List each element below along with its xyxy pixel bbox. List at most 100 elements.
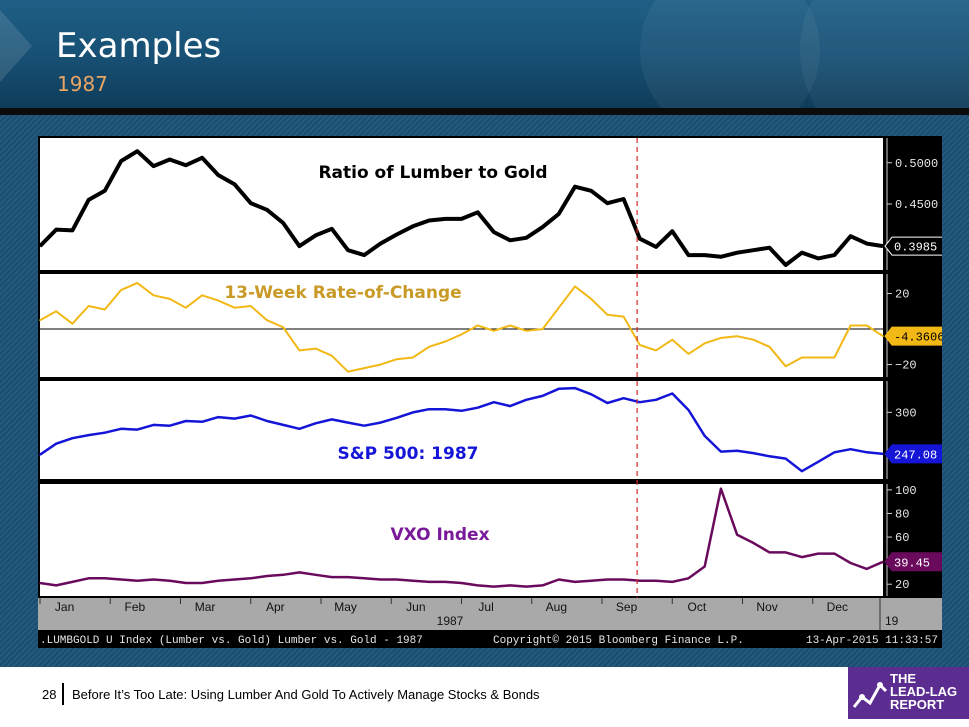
- data-point: [71, 581, 74, 583]
- data-point: [363, 254, 366, 256]
- data-point: [71, 229, 74, 232]
- data-point: [865, 324, 868, 327]
- data-point: [574, 285, 576, 288]
- last-value-label: -4.3606: [894, 331, 942, 345]
- data-point: [104, 190, 106, 192]
- y-tick-label: −20: [895, 359, 917, 373]
- data-point: [298, 428, 301, 430]
- data-point: [476, 324, 479, 327]
- data-point: [185, 420, 187, 422]
- data-point: [817, 356, 819, 359]
- data-point: [282, 573, 284, 576]
- data-point: [736, 449, 738, 452]
- x-month-label: Nov: [756, 600, 777, 614]
- data-point: [801, 470, 803, 472]
- data-point: [282, 222, 284, 224]
- data-point: [136, 428, 139, 431]
- data-point: [882, 245, 884, 247]
- x-next-year-label: 19: [885, 614, 899, 628]
- y-tick-label: 20: [895, 288, 909, 302]
- data-point: [736, 335, 738, 337]
- data-point: [120, 160, 122, 162]
- data-point: [185, 582, 187, 584]
- data-point: [428, 581, 430, 583]
- data-point: [849, 235, 852, 237]
- header-rule: [0, 108, 969, 115]
- data-point: [331, 227, 333, 230]
- data-point: [525, 399, 528, 401]
- data-point: [120, 428, 122, 430]
- data-point: [87, 199, 90, 201]
- last-value-tag: [884, 236, 942, 256]
- data-point: [703, 342, 706, 345]
- data-point: [865, 568, 868, 570]
- data-point: [849, 448, 852, 451]
- data-point: [412, 579, 414, 582]
- data-point: [104, 308, 106, 311]
- data-point: [655, 399, 657, 401]
- data-point: [476, 584, 479, 587]
- data-point: [784, 264, 787, 266]
- data-point: [266, 420, 268, 422]
- data-point: [168, 424, 171, 427]
- data-point: [412, 411, 414, 414]
- data-point: [460, 333, 463, 336]
- data-point: [655, 579, 657, 582]
- data-point: [412, 356, 414, 359]
- data-point: [152, 165, 155, 167]
- data-point: [784, 457, 787, 460]
- data-point: [476, 211, 479, 214]
- data-point: [55, 442, 58, 445]
- data-point: [509, 405, 511, 407]
- data-point: [168, 298, 171, 300]
- bloomberg-index-label: .LUMBGOLD U Index (Lumber vs. Gold) Lumb…: [40, 635, 423, 647]
- data-point: [233, 417, 236, 420]
- last-value-label: 39.45: [894, 556, 930, 570]
- logo-chart-icon: [852, 682, 888, 708]
- data-point: [347, 421, 349, 424]
- data-point: [736, 533, 738, 536]
- bloomberg-footer: [38, 630, 942, 648]
- logo-line-2: LEAD-LAG: [890, 684, 958, 699]
- series-annotation: S&P 500: 1987: [338, 444, 479, 464]
- data-point: [557, 306, 560, 309]
- data-point: [136, 579, 139, 582]
- data-point: [347, 249, 349, 251]
- data-point: [784, 365, 787, 368]
- data-point: [639, 237, 641, 240]
- data-point: [298, 571, 301, 574]
- data-point: [136, 150, 139, 152]
- bloomberg-timestamp: 13-Apr-2015 11:33:57: [806, 635, 938, 647]
- data-point: [444, 218, 447, 220]
- data-point: [606, 314, 609, 316]
- data-point: [574, 185, 576, 188]
- data-point: [865, 242, 868, 245]
- data-point: [655, 246, 657, 248]
- data-point: [460, 582, 463, 584]
- y-tick-label: 60: [895, 531, 909, 545]
- data-point: [752, 542, 755, 544]
- data-point: [395, 358, 398, 361]
- x-month-label: Apr: [266, 600, 285, 614]
- data-point: [557, 213, 560, 215]
- data-point: [444, 340, 447, 343]
- series-annotation: 13-Week Rate-of-Change: [224, 283, 461, 303]
- data-point: [217, 416, 220, 418]
- data-point: [217, 299, 220, 302]
- y-tick-label: 300: [895, 406, 917, 420]
- data-point: [622, 315, 625, 318]
- data-point: [687, 409, 690, 411]
- data-point: [493, 585, 495, 588]
- data-point: [882, 561, 884, 563]
- y-axis-panel-3: [885, 381, 941, 479]
- data-point: [87, 434, 90, 436]
- data-point: [817, 257, 819, 260]
- chart-panel-3: [40, 381, 883, 479]
- data-point: [476, 406, 479, 409]
- data-point: [379, 578, 382, 581]
- data-point: [217, 579, 220, 582]
- data-point: [168, 158, 171, 161]
- data-point: [363, 367, 366, 369]
- data-point: [622, 578, 625, 581]
- data-point: [379, 242, 382, 245]
